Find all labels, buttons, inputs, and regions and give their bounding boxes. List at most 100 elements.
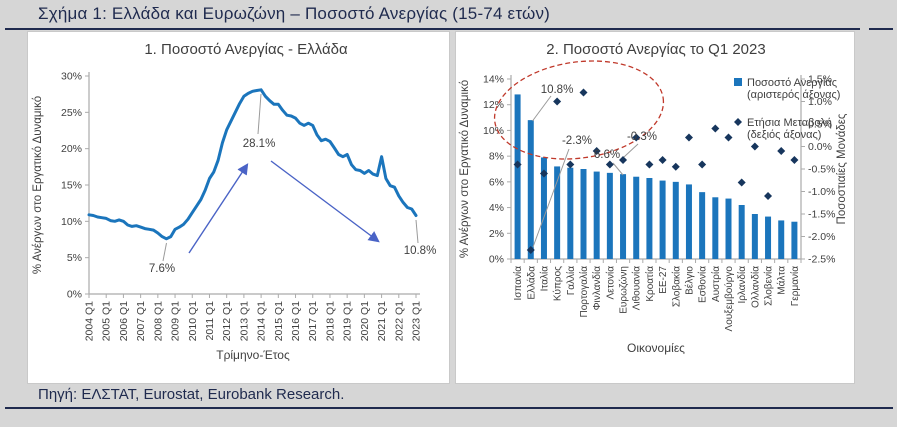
svg-text:Μάλτα: Μάλτα xyxy=(776,266,788,295)
svg-text:Φινλανδία: Φινλανδία xyxy=(591,266,603,311)
title-rule xyxy=(5,28,860,30)
line-chart-panel: 1. Ποσοστό Ανεργίας - Ελλάδα 0% 5% 10% 15% 20… xyxy=(27,31,450,384)
diamond-Γαλλία xyxy=(566,160,575,169)
chart2-category-labels: Ισπανία Ελλάδα Ιταλία Κύπρος Γαλλία Πορτογαλί… xyxy=(512,266,801,332)
chart2-left-axis-ticks: 0% 2% 4% 6% 8% 10% 12% 14% xyxy=(483,74,511,266)
bar-Πορτογαλία xyxy=(580,169,587,259)
bar-Ιρλανδία xyxy=(738,205,745,259)
svg-text:2021 Q1: 2021 Q1 xyxy=(376,301,388,341)
bar-Μάλτα xyxy=(778,220,785,259)
svg-text:7.6%: 7.6% xyxy=(149,263,175,275)
svg-text:0.0%: 0.0% xyxy=(808,141,832,153)
diamond-Ελλάδα xyxy=(526,246,535,254)
svg-text:Λουξεμβούργο: Λουξεμβούργο xyxy=(723,266,735,332)
chart2-xlabel: Οικονομίες xyxy=(627,341,685,355)
greece-unemployment-line xyxy=(87,88,418,241)
svg-text:Ισπανία: Ισπανία xyxy=(512,266,524,301)
svg-text:Ιρλανδία: Ιρλανδία xyxy=(736,266,748,304)
diamond-Φινλανδία xyxy=(592,147,601,155)
annotation-latest: 10.8% xyxy=(404,219,436,257)
diamond-Πορτογαλία xyxy=(579,88,588,97)
svg-text:Γερμανία: Γερμανία xyxy=(789,266,801,306)
chart2-right-axis-ticks: -2.5% -2.0% -1.5% -1.0% -0.5% 0.0% 0.5% 1.0% 1.5… xyxy=(801,74,835,266)
diamond-Κύπρος xyxy=(553,97,562,106)
svg-text:Σλοβακία: Σλοβακία xyxy=(670,266,682,307)
svg-text:Ιταλία: Ιταλία xyxy=(538,266,550,292)
svg-text:Ελλάδα: Ελλάδα xyxy=(525,266,537,300)
bar-Λιθουανία xyxy=(633,176,640,259)
svg-text:2017 Q1: 2017 Q1 xyxy=(307,301,319,341)
annotation-peak: 28.1% xyxy=(243,93,276,150)
svg-text:Κύπρος: Κύπρος xyxy=(552,266,564,301)
chart2-legend: Ποσοστό Ανεργίας(αριστερός άξονας) Ετήσια… xyxy=(734,77,840,141)
highlight-ellipse xyxy=(493,60,665,160)
diamond-Ισπανία xyxy=(513,160,522,169)
svg-text:2018 Q1: 2018 Q1 xyxy=(324,301,336,341)
diamond-Ολλανδία xyxy=(750,142,759,151)
svg-text:0.5%: 0.5% xyxy=(808,119,832,131)
diamond-Λετονία xyxy=(605,160,614,169)
svg-text:Βέλγιο: Βέλγιο xyxy=(683,266,695,295)
bar-Κύπρος xyxy=(554,166,561,259)
svg-text:Λετονία: Λετονία xyxy=(604,266,616,300)
svg-text:2007 Q1: 2007 Q1 xyxy=(135,301,147,341)
svg-text:Σλοβενία: Σλοβενία xyxy=(763,266,775,306)
figure-title: Σχήμα 1: Ελλάδα και Ευρωζώνη – Ποσοστό Α… xyxy=(38,4,551,23)
eu-unemployment-bar-chart: 2. Ποσοστό Ανεργίας το Q1 2023 0% 2% 4% 6% 8%… xyxy=(459,41,848,355)
legend-diamond-swatch xyxy=(734,118,742,126)
bar-Ευρωζώνη xyxy=(620,174,627,259)
svg-text:8%: 8% xyxy=(489,151,504,163)
bar-Φινλανδία xyxy=(593,171,600,259)
svg-text:2019 Q1: 2019 Q1 xyxy=(342,301,354,341)
chart2-title: 2. Ποσοστό Ανεργίας το Q1 2023 xyxy=(546,41,765,58)
svg-text:ΕΕ-27: ΕΕ-27 xyxy=(658,266,669,294)
annotation-eurozone-rate: 6.6% xyxy=(594,149,624,176)
diamond-Μάλτα xyxy=(777,147,786,155)
svg-text:10%: 10% xyxy=(483,125,504,137)
bar-Λουξεμβούργο xyxy=(725,198,732,259)
svg-text:1.5%: 1.5% xyxy=(808,74,832,86)
diamond-Κροατία xyxy=(645,160,654,169)
chart1-ylabel: % Ανέργων στο Εργατικό Δυναμικό xyxy=(32,96,44,274)
svg-text:2006 Q1: 2006 Q1 xyxy=(118,301,130,341)
svg-text:Ετήσια Μεταβολή: Ετήσια Μεταβολή xyxy=(747,117,832,129)
svg-text:25%: 25% xyxy=(61,107,82,119)
svg-text:2%: 2% xyxy=(489,228,504,240)
svg-text:2012 Q1: 2012 Q1 xyxy=(221,301,233,341)
bar-Ελλάδα xyxy=(527,120,534,260)
svg-text:28.1%: 28.1% xyxy=(243,138,276,150)
svg-text:10.8%: 10.8% xyxy=(541,84,574,96)
svg-text:-2.3%: -2.3% xyxy=(562,135,592,147)
bar-ΕΕ-27 xyxy=(659,180,666,259)
svg-text:5%: 5% xyxy=(67,252,82,264)
chart1-x-axis-ticks: 2004 Q1 2005 Q1 2006 Q1 2007 Q1 2008 Q1 2009 … xyxy=(84,294,423,341)
svg-text:0%: 0% xyxy=(489,254,504,266)
rise-arrow xyxy=(188,163,249,254)
decline-arrow xyxy=(270,160,380,243)
svg-text:15%: 15% xyxy=(61,180,82,192)
svg-text:2023 Q1: 2023 Q1 xyxy=(411,301,423,341)
bar-Βέλγιο xyxy=(685,184,692,259)
diamond-Ιρλανδία xyxy=(737,178,746,187)
svg-text:Ποσοστό Ανεργίας: Ποσοστό Ανεργίας xyxy=(747,77,837,89)
bar-Γαλλία xyxy=(567,167,574,259)
svg-text:Λιθουανία: Λιθουανία xyxy=(631,266,643,310)
diamond-Γερμανία xyxy=(790,156,799,164)
svg-text:4%: 4% xyxy=(489,202,504,214)
bar-Λετονία xyxy=(606,172,613,259)
svg-text:2010 Q1: 2010 Q1 xyxy=(187,301,199,341)
diamond-Σλοβακία xyxy=(671,162,680,171)
source-note: Πηγή: ΕΛΣΤΑΤ, Eurostat, Eurobank Researc… xyxy=(38,386,345,403)
chart1-y-axis-ticks: 0% 5% 10% 15% 20% 25% 30% xyxy=(61,71,89,301)
svg-text:-2.0%: -2.0% xyxy=(808,231,835,243)
greece-unemployment-line-chart: 1. Ποσοστό Ανεργίας - Ελλάδα 0% 5% 10% 15% 20… xyxy=(32,41,436,362)
bar-Κροατία xyxy=(646,178,653,259)
bar-Ισπανία xyxy=(514,94,521,259)
svg-text:2015 Q1: 2015 Q1 xyxy=(273,301,285,341)
chart1-axes xyxy=(88,72,420,295)
svg-text:2016 Q1: 2016 Q1 xyxy=(290,301,302,341)
chart1-xlabel: Τρίμηνο-Έτος xyxy=(216,348,290,362)
svg-text:(αριστερός άξονας): (αριστερός άξονας) xyxy=(747,89,840,101)
title-rule-fragment xyxy=(869,28,893,30)
